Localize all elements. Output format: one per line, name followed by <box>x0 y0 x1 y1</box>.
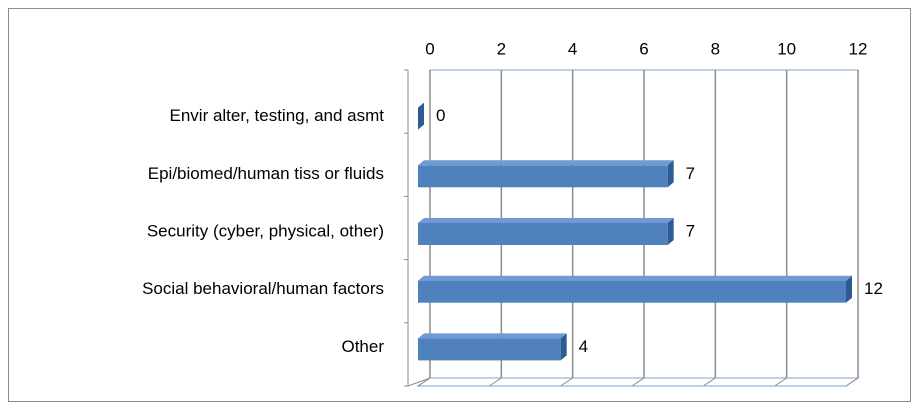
bar <box>418 338 561 361</box>
bar <box>418 280 846 303</box>
bar <box>418 165 668 188</box>
y-tick-label: Security (cyber, physical, other) <box>147 221 384 240</box>
x-tick-label: 8 <box>711 39 720 58</box>
x-tick-label: 4 <box>568 39 577 58</box>
x-tick-label: 0 <box>425 39 434 58</box>
y-tick-label: Epi/biomed/human tiss or fluids <box>148 164 384 183</box>
grid-line-floor <box>703 377 716 387</box>
grid-line-floor <box>774 377 787 387</box>
bar-top <box>418 160 674 166</box>
value-label: 4 <box>579 337 588 356</box>
bar-side <box>667 160 674 188</box>
bar <box>418 223 668 245</box>
bar-side <box>667 218 674 245</box>
value-label: 7 <box>686 221 695 240</box>
y-tick-label: Social behavioral/human factors <box>142 279 384 298</box>
bar-side <box>560 333 567 361</box>
grid-line-floor <box>489 377 502 387</box>
bar-top <box>418 275 852 281</box>
left-axis-depth <box>407 377 431 387</box>
x-tick-label: 10 <box>777 39 796 58</box>
bar-side <box>418 102 424 130</box>
bar-top <box>418 333 567 339</box>
x-tick-label: 6 <box>639 39 648 58</box>
bar-top <box>418 218 674 223</box>
grid-line-floor <box>631 377 645 387</box>
value-label: 7 <box>686 164 695 183</box>
value-label: 0 <box>436 106 445 125</box>
x-tick-label: 12 <box>849 39 868 58</box>
value-label: 12 <box>864 279 883 298</box>
bar-side <box>846 275 852 303</box>
x-tick-label: 2 <box>497 39 506 58</box>
y-tick-label: Other <box>341 337 384 356</box>
grid-line-floor <box>845 377 859 387</box>
grid-line-floor <box>417 377 431 387</box>
y-tick-label: Envir alter, testing, and asmt <box>170 106 385 125</box>
grid-line-floor <box>560 377 573 387</box>
